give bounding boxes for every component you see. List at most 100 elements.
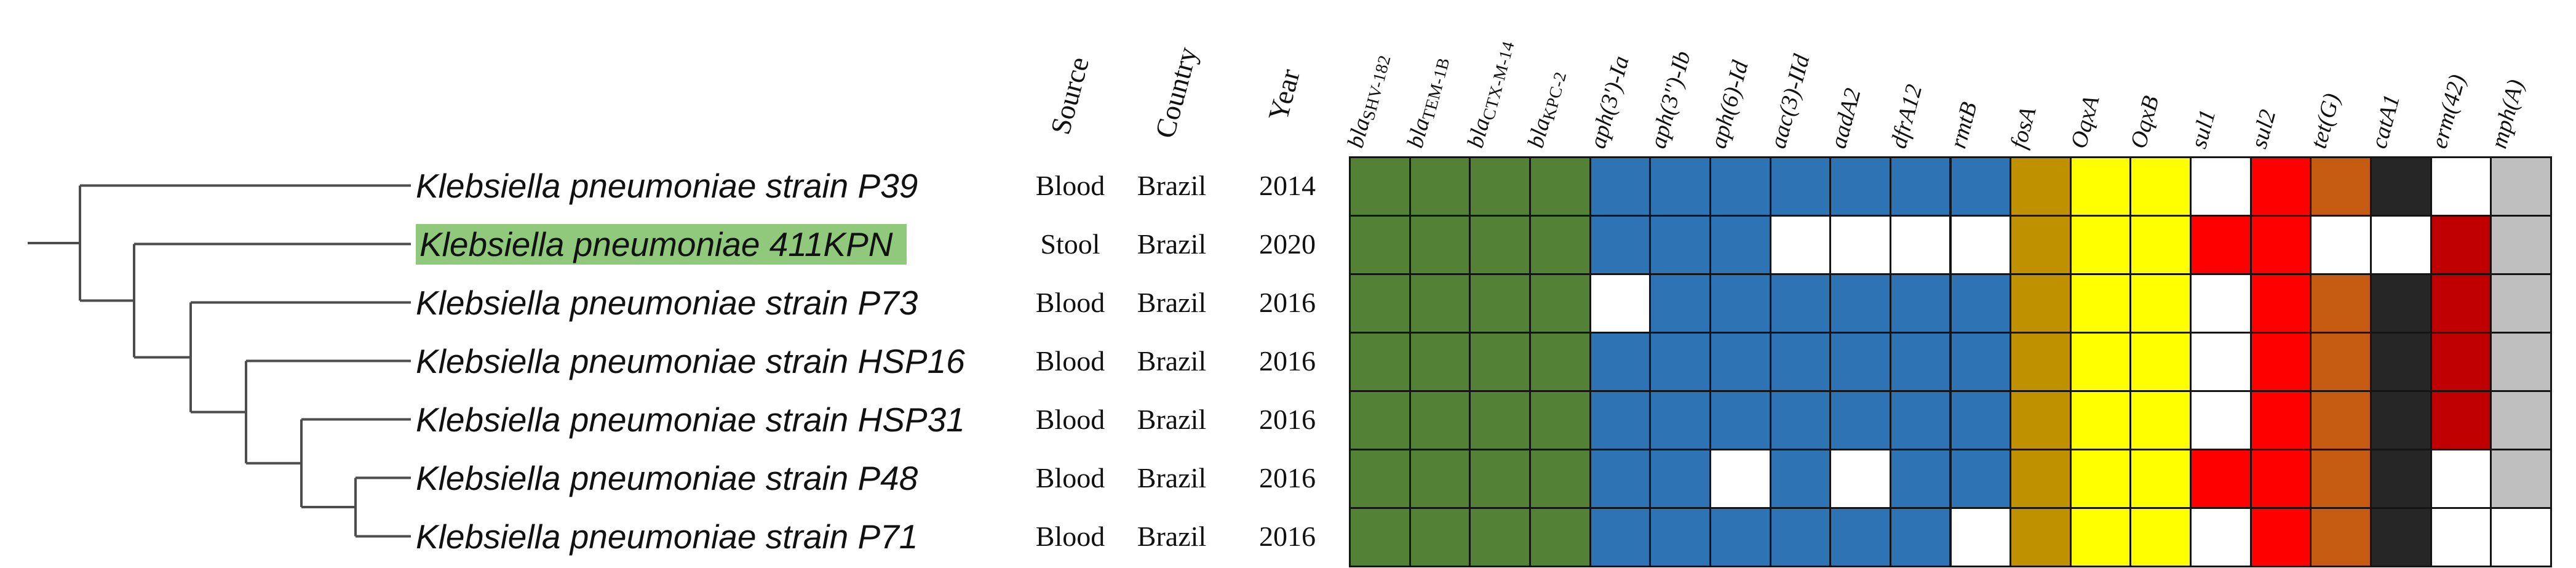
matrix-cell-present [2312, 392, 2371, 449]
matrix-cell-present [1410, 392, 1469, 449]
strain-name-text: Klebsiella pneumoniae strain HSP31 [416, 400, 965, 439]
matrix-cell-absent [1951, 509, 2010, 566]
gene-name-text: OqxB [2125, 93, 2165, 151]
matrix-cell-absent [2372, 217, 2430, 273]
gene-name-text: mph(A) [2486, 77, 2530, 151]
matrix-cell-present [1591, 509, 1650, 566]
matrix-cell-present [1951, 334, 2010, 390]
matrix-cell-present [2131, 334, 2190, 390]
matrix-cell-present [2131, 275, 2190, 332]
gene-name-main: OqxA [2065, 93, 2105, 151]
matrix-cell-present [2251, 158, 2310, 215]
matrix-cell-present [1530, 509, 1589, 566]
year-value: 2016 [1259, 345, 1316, 377]
gene-name-main: fosA [2005, 104, 2041, 151]
matrix-cell-present [2131, 217, 2190, 273]
matrix-cell-present [2071, 275, 2130, 332]
matrix-cell-present [1891, 158, 1950, 215]
gene-name-text: aadA2 [1825, 86, 1867, 151]
matrix-cell-present [1891, 509, 1950, 566]
matrix-cell-present [2192, 217, 2250, 273]
matrix-cell-present [2071, 450, 2130, 507]
matrix-cell-present [1351, 450, 1409, 507]
matrix-cell-present [1711, 217, 1770, 273]
matrix-cell-present [1771, 158, 1830, 215]
gene-name-text: erm(42) [2425, 71, 2471, 151]
matrix-cell-present [1530, 217, 1589, 273]
matrix-cell-present [2011, 334, 2070, 390]
year-value: 2016 [1259, 403, 1316, 435]
phylogenetic-tree [28, 184, 411, 538]
matrix-cell-present [1530, 334, 1589, 390]
matrix-cell-present [1530, 275, 1589, 332]
gene-name-subscript: SHV-182 [1359, 53, 1395, 122]
matrix-cell-present [1351, 509, 1409, 566]
strain-name-text: Klebsiella pneumoniae strain P39 [416, 166, 918, 205]
matrix-cell-present [2071, 334, 2130, 390]
matrix-cell-present [1891, 450, 1950, 507]
matrix-cell-absent [1711, 450, 1770, 507]
country-value: Brazil [1137, 228, 1207, 260]
matrix-cell-absent [1831, 217, 1890, 273]
source-value: Blood [1035, 462, 1105, 494]
matrix-cell-present [2251, 509, 2310, 566]
matrix-cell-present [1651, 158, 1709, 215]
matrix-cell-present [1771, 392, 1830, 449]
matrix-cell-present [2372, 334, 2430, 390]
matrix-cell-present [2071, 217, 2130, 273]
gene-name-text: aac(3)-IId [1765, 52, 1816, 151]
gene-name-text: tet(G) [2305, 90, 2346, 151]
matrix-cell-present [2251, 334, 2310, 390]
matrix-cell-present [1351, 158, 1409, 215]
year-value: 2020 [1259, 228, 1316, 260]
matrix-cell-present [1410, 509, 1469, 566]
matrix-cell-present [1831, 392, 1890, 449]
gene-name-main: erm(42) [2425, 71, 2471, 151]
highlighted-strain-label: Klebsiella pneumoniae 411KPN [416, 218, 907, 270]
matrix-cell-present [1351, 275, 1409, 332]
year-value: 2016 [1259, 520, 1316, 552]
matrix-cell-present [2011, 392, 2070, 449]
gene-name-text: blaSHV-182 [1342, 50, 1395, 151]
matrix-cell-present [2011, 450, 2070, 507]
matrix-cell-present [1351, 217, 1409, 273]
matrix-cell-absent [2312, 217, 2371, 273]
matrix-cell-present [1471, 217, 1529, 273]
strain-label: Klebsiella pneumoniae strain P39 [416, 160, 918, 212]
matrix-cell-present [1471, 450, 1529, 507]
gene-name-text: rmtB [1945, 99, 1983, 151]
gene-name-text: catA1 [2365, 92, 2405, 151]
column-header-text: Source [1044, 54, 1095, 138]
country-value: Brazil [1137, 286, 1207, 318]
matrix-cell-present [2251, 217, 2310, 273]
matrix-cell-present [2492, 217, 2550, 273]
matrix-cell-absent [2492, 509, 2550, 566]
matrix-cell-present [2372, 450, 2430, 507]
matrix-cell-present [1530, 158, 1589, 215]
matrix-cell-present [1651, 275, 1709, 332]
source-value: Blood [1035, 520, 1105, 552]
gene-name-main: sul2 [2246, 106, 2281, 151]
country-value: Brazil [1137, 462, 1207, 494]
matrix-cell-present [1471, 334, 1529, 390]
matrix-cell-present [1410, 450, 1469, 507]
matrix-cell-present [2071, 509, 2130, 566]
gene-name-text: aph(3')-Ia [1584, 53, 1635, 151]
matrix-cell-present [2131, 450, 2190, 507]
matrix-cell-present [1471, 275, 1529, 332]
matrix-cell-absent [2431, 450, 2491, 507]
matrix-cell-present [2312, 334, 2371, 390]
country-value: Brazil [1137, 520, 1207, 552]
gene-name-main: tet(G) [2305, 90, 2345, 151]
gene-name-text: sul1 [2185, 106, 2221, 151]
matrix-cell-absent [1591, 275, 1650, 332]
matrix-cell-present [1471, 509, 1529, 566]
matrix-cell-present [1831, 509, 1890, 566]
matrix-cell-present [2372, 275, 2430, 332]
matrix-cell-present [2431, 217, 2491, 273]
country-value: Brazil [1137, 345, 1207, 377]
matrix-cell-absent [1891, 217, 1950, 273]
matrix-cell-present [1410, 158, 1469, 215]
gene-name-text: aph(6)-Id [1704, 58, 1754, 151]
